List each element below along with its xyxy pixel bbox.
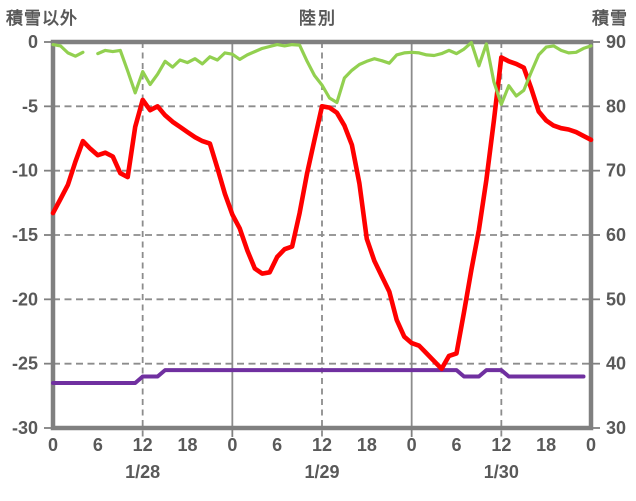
x-axis-date-label: 1/28 <box>125 462 160 482</box>
green-line <box>96 40 593 107</box>
x-axis-hour-label: 12 <box>312 435 332 455</box>
right-axis-tick-label: 40 <box>606 354 626 374</box>
right-axis-tick-label: 80 <box>606 96 626 116</box>
red-line <box>50 55 594 372</box>
left-axis-tick-label: -15 <box>12 225 38 245</box>
x-axis-date-label: 1/30 <box>484 462 519 482</box>
x-axis-hour-label: 12 <box>133 435 153 455</box>
x-axis-hour-label: 0 <box>48 435 58 455</box>
left-axis-title: 積雪以外 <box>6 9 78 28</box>
x-axis-date-label: 1/29 <box>304 462 339 482</box>
x-axis-hour-label: 18 <box>357 435 377 455</box>
left-axis-tick-label: -10 <box>12 161 38 181</box>
right-axis-title: 積雪 <box>592 9 628 28</box>
x-axis-hour-label: 0 <box>586 435 596 455</box>
left-axis-tick-label: -25 <box>12 354 38 374</box>
x-axis-hour-label: 18 <box>536 435 556 455</box>
right-axis-tick-label: 70 <box>606 161 626 181</box>
chart-title: 陸別 <box>299 9 337 28</box>
x-axis-hour-label: 12 <box>491 435 511 455</box>
x-axis-hour-label: 0 <box>227 435 237 455</box>
right-axis-tick-label: 90 <box>606 32 626 52</box>
left-axis-tick-label: -20 <box>12 289 38 309</box>
x-axis-hour-label: 6 <box>451 435 461 455</box>
left-axis-tick-label: 0 <box>28 32 38 52</box>
x-axis-hour-label: 0 <box>407 435 417 455</box>
right-axis-tick-label: 60 <box>606 225 626 245</box>
purple-line <box>51 368 586 385</box>
chart-header: 陸別 積雪以外 積雪 <box>0 2 636 28</box>
plot-border <box>50 39 594 431</box>
left-axis-tick-label: -30 <box>12 418 38 438</box>
right-axis-tick-label: 50 <box>606 289 626 309</box>
x-axis-hour-label: 6 <box>93 435 103 455</box>
x-axis-hour-label: 6 <box>272 435 282 455</box>
green-line <box>51 42 85 58</box>
left-axis-tick-label: -5 <box>22 96 38 116</box>
right-axis-tick-label: 30 <box>606 418 626 438</box>
x-axis-hour-label: 18 <box>177 435 197 455</box>
